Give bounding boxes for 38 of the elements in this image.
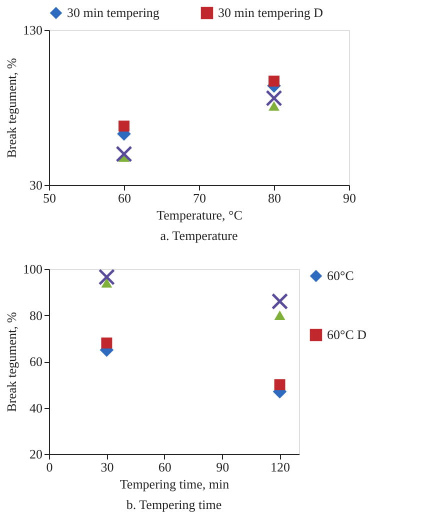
- x-tick-label: 50: [43, 190, 56, 206]
- x-tick-label: 90: [343, 190, 356, 206]
- x-tick-label: 60: [158, 460, 172, 474]
- point: [101, 278, 112, 288]
- point: [98, 268, 116, 286]
- legend-label: 60°C D: [327, 327, 367, 342]
- x-tick-label: 70: [193, 190, 206, 206]
- y-tick-label: 130: [23, 22, 42, 38]
- point: [271, 293, 288, 310]
- x-axis-title: Temperature, °C: [156, 208, 242, 222]
- point: [116, 146, 132, 162]
- point: [118, 120, 130, 132]
- y-tick-label: 30: [30, 178, 42, 192]
- x-axis-title: Tempering time, min: [120, 476, 230, 492]
- point: [266, 90, 282, 107]
- x-tick-label: 60: [118, 190, 131, 206]
- legend-label: 30 min tempering D: [218, 5, 324, 20]
- text: a. Temperature: [160, 228, 238, 243]
- y-tick-label: 80: [30, 308, 42, 323]
- point: [274, 379, 286, 390]
- y-axis-title: Break tegument, %: [4, 58, 19, 158]
- x-tick-label: 30: [100, 460, 114, 474]
- y-tick-label: 100: [23, 262, 42, 276]
- y-tick-label: 60: [30, 354, 42, 369]
- y-tick-label: 40: [30, 400, 42, 416]
- point: [268, 76, 280, 87]
- text: b. Tempering time: [126, 497, 222, 512]
- y-axis-title: Break tegument, %: [4, 312, 19, 412]
- legend-label: 30 min tempering: [67, 5, 160, 20]
- x-tick-label: 120: [270, 460, 290, 474]
- legend-label: 60°C: [327, 268, 354, 283]
- x-tick-label: 90: [216, 460, 230, 474]
- y-tick-label: 20: [30, 446, 42, 462]
- x-tick-label: 80: [268, 190, 281, 206]
- point: [274, 310, 286, 320]
- x-tick-label: 0: [46, 460, 53, 474]
- point: [101, 338, 112, 348]
- point: [268, 101, 280, 111]
